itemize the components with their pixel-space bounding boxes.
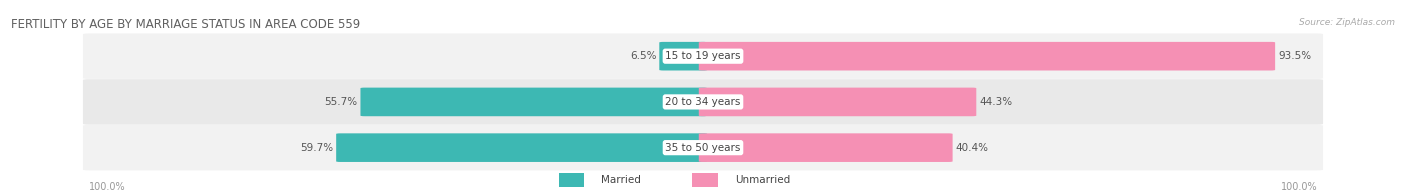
Text: 55.7%: 55.7% [325,97,357,107]
FancyBboxPatch shape [699,42,1275,71]
Text: 59.7%: 59.7% [301,143,333,153]
Text: 6.5%: 6.5% [630,51,657,61]
FancyBboxPatch shape [693,173,717,187]
Text: 100.0%: 100.0% [1281,182,1317,192]
Text: Unmarried: Unmarried [734,175,790,185]
FancyBboxPatch shape [659,42,707,71]
Text: 93.5%: 93.5% [1278,51,1310,61]
Text: 44.3%: 44.3% [979,97,1012,107]
Text: 20 to 34 years: 20 to 34 years [665,97,741,107]
Text: Married: Married [602,175,641,185]
FancyBboxPatch shape [360,88,707,116]
Text: 15 to 19 years: 15 to 19 years [665,51,741,61]
FancyBboxPatch shape [83,125,1323,170]
Text: 35 to 50 years: 35 to 50 years [665,143,741,153]
Text: 100.0%: 100.0% [89,182,125,192]
Text: 40.4%: 40.4% [956,143,988,153]
Text: Source: ZipAtlas.com: Source: ZipAtlas.com [1299,18,1395,27]
FancyBboxPatch shape [699,88,976,116]
FancyBboxPatch shape [83,34,1323,79]
Text: FERTILITY BY AGE BY MARRIAGE STATUS IN AREA CODE 559: FERTILITY BY AGE BY MARRIAGE STATUS IN A… [11,18,360,31]
FancyBboxPatch shape [336,133,707,162]
FancyBboxPatch shape [83,79,1323,125]
FancyBboxPatch shape [560,173,585,187]
FancyBboxPatch shape [699,133,953,162]
